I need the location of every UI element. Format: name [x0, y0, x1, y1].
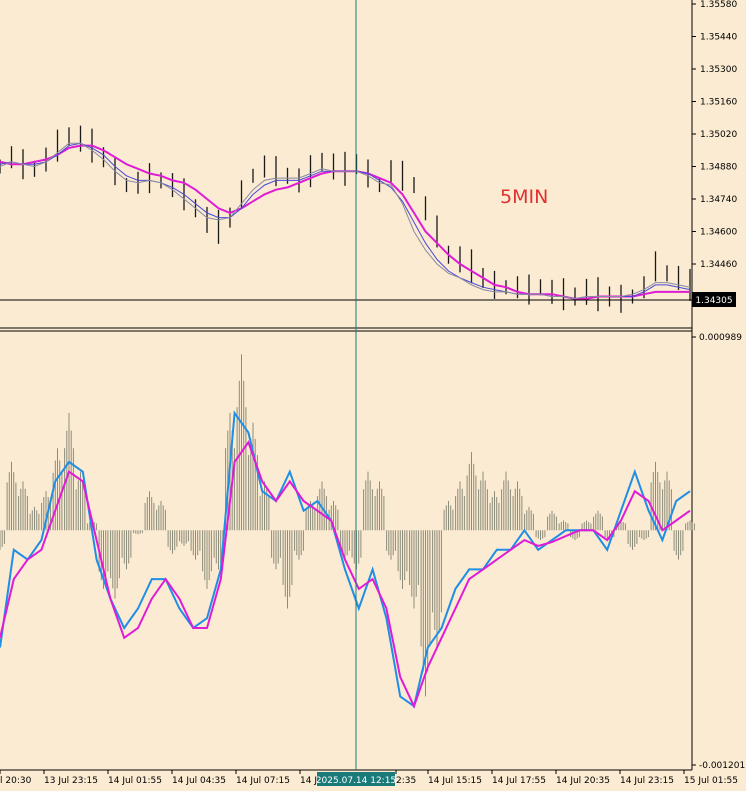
crosshair-time-label: 2025.07.14 12:15	[316, 776, 396, 786]
time-tick-label: 14 Jul 17:55	[492, 776, 546, 786]
time-axis: l 20:30 13 Jul 23:15 14 Jul 01:55 14 Jul 04…	[0, 770, 738, 786]
moving-average-line	[0, 142, 691, 300]
price-series	[0, 125, 691, 313]
oscillator-series	[0, 354, 695, 709]
time-tick-label: 14 Jul 07:15	[236, 776, 290, 786]
oscillator-tick-label: 0.000989	[699, 333, 742, 343]
oscillator-tick-label: -0.001201	[699, 761, 745, 771]
price-axis: 1.35580 1.35440 1.35300 1.35160 1.35020 1.348…	[692, 0, 737, 270]
price-panel[interactable]: 1.35580 1.35440 1.35300 1.35160 1.35020 1.348…	[0, 0, 737, 313]
current-price-label: 1.34305	[695, 296, 732, 306]
price-tick-label: 1.35020	[700, 130, 737, 140]
current-price-badge	[692, 292, 736, 307]
price-tick-label: 1.35160	[700, 98, 737, 108]
time-tick-label: 15 Jul 01:55	[684, 776, 738, 786]
price-tick-label: 1.34460	[700, 260, 737, 270]
oscillator-axis: 0.000989 -0.001201	[692, 333, 745, 771]
crosshair-time-badge	[317, 772, 395, 786]
time-tick-label: 2:35	[396, 776, 416, 786]
price-tick-label: 1.34880	[700, 163, 737, 173]
oscillator-panel[interactable]: 0.000989 -0.001201	[0, 333, 745, 771]
time-tick-label: 14 Jul 23:15	[620, 776, 674, 786]
oscillator-line	[0, 410, 691, 708]
time-tick-label: 14 Jul	[300, 776, 325, 786]
time-tick-label: 14 Jul 20:35	[556, 776, 610, 786]
time-tick-label: 14 Jul 15:15	[428, 776, 482, 786]
oscillator-line	[0, 440, 691, 709]
price-tick-label: 1.35580	[700, 0, 737, 10]
price-tick-label: 1.35300	[700, 65, 737, 75]
timeframe-annotation: 5MIN	[500, 186, 548, 208]
price-tick-label: 1.35440	[700, 33, 737, 43]
price-tick-label: 1.34740	[700, 195, 737, 205]
price-tick-label: 1.34600	[700, 228, 737, 238]
time-tick-label: 13 Jul 23:15	[44, 776, 98, 786]
time-tick-label: 14 Jul 01:55	[108, 776, 162, 786]
time-tick-label: 14 Jul 04:35	[172, 776, 226, 786]
time-tick-label: l 20:30	[0, 776, 32, 786]
